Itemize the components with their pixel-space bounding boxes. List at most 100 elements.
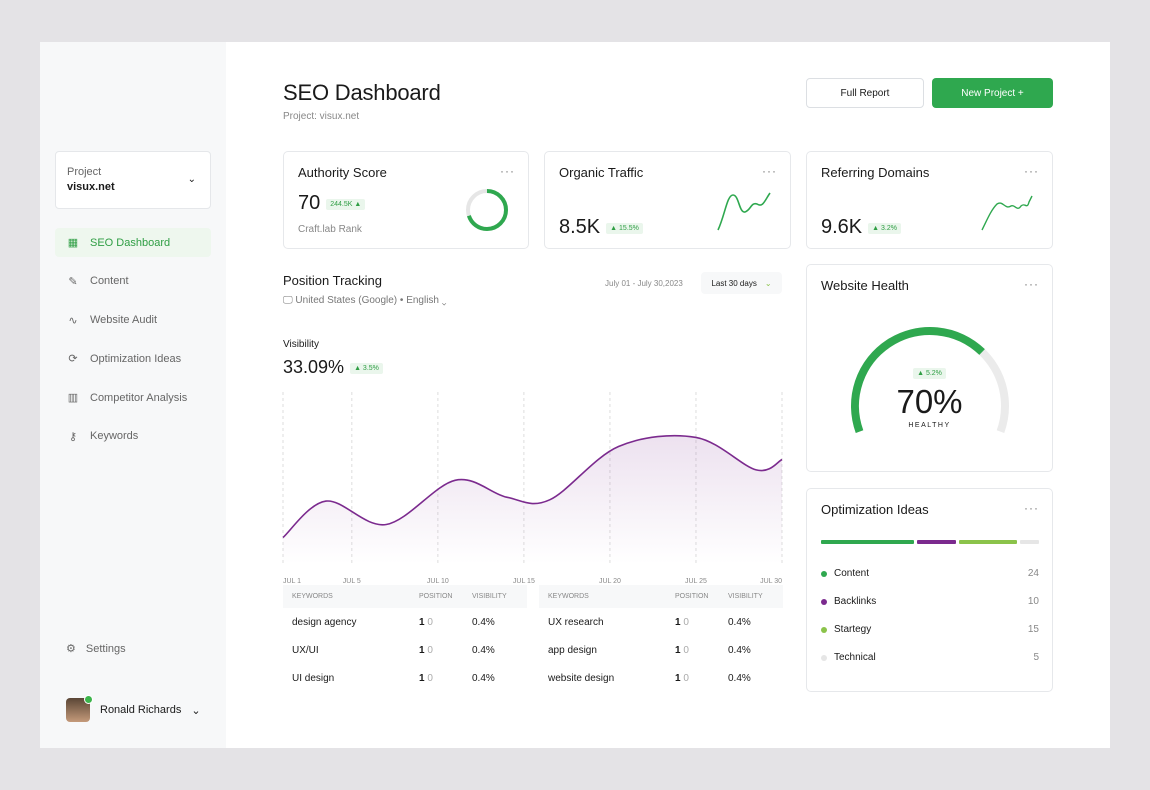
chevron-down-icon: ⌄ bbox=[187, 174, 196, 185]
sidebar-item-settings[interactable]: ⚙ Settings bbox=[66, 642, 126, 656]
legend-dot bbox=[821, 598, 827, 605]
card-title: Authority Score bbox=[298, 165, 387, 180]
x-tick-label: JUL 1 bbox=[283, 578, 301, 585]
column-header: VISIBILITY bbox=[472, 593, 507, 600]
chevron-down-icon: ⌄ bbox=[439, 295, 447, 306]
position-change: 0 bbox=[427, 672, 433, 684]
more-icon[interactable]: ··· bbox=[1024, 501, 1039, 515]
more-icon[interactable]: ··· bbox=[500, 164, 515, 178]
authority-value: 70 bbox=[298, 192, 321, 214]
idea-item[interactable]: Startegy 15 bbox=[821, 624, 1039, 635]
more-icon[interactable]: ··· bbox=[762, 164, 777, 178]
keywords-table-right: KEYWORDS POSITION VISIBILITY UX research 1 0… bbox=[539, 585, 783, 692]
user-menu[interactable]: Ronald Richards ⌄ bbox=[66, 695, 201, 722]
referring-domains-card: Referring Domains ··· 9.6K ▲ 3.2% bbox=[806, 151, 1053, 249]
card-title: Referring Domains bbox=[821, 165, 930, 180]
new-project-button[interactable]: New Project + bbox=[932, 78, 1053, 108]
x-tick-label: JUL 10 bbox=[427, 578, 449, 585]
period-label: Last 30 days bbox=[711, 278, 757, 288]
position-value: 1 bbox=[419, 616, 425, 628]
pencil-icon: ✎ bbox=[68, 275, 78, 288]
app-frame: Project visux.net ⌄ ▦ SEO Dashboard ✎ Conte… bbox=[40, 42, 1110, 748]
visibility-chart: JUL 1 JUL 5 JUL 10 JUL 15 JUL 20 JUL 25 JUL 30 bbox=[282, 392, 783, 585]
bar-chart-icon: ▥ bbox=[67, 392, 79, 405]
more-icon[interactable]: ··· bbox=[1024, 277, 1039, 291]
date-range: July 01 - July 30,2023 bbox=[605, 279, 683, 288]
position-cell: 1 0 bbox=[419, 645, 472, 656]
position-cell: 1 0 bbox=[675, 673, 728, 684]
position-tracking-title: Position Tracking bbox=[283, 273, 382, 288]
idea-item[interactable]: Content 24 bbox=[821, 568, 1039, 579]
project-selector[interactable]: Project visux.net ⌄ bbox=[55, 151, 211, 209]
table-header: KEYWORDS POSITION VISIBILITY bbox=[539, 585, 783, 608]
keyword-cell: UX research bbox=[548, 616, 604, 628]
period-dropdown[interactable]: Last 30 days ⌄ bbox=[701, 272, 782, 294]
sidebar-item-content[interactable]: ✎ Content bbox=[55, 267, 211, 296]
keywords-table-left: KEYWORDS POSITION VISIBILITY design agency 1… bbox=[283, 585, 527, 692]
position-change: 0 bbox=[683, 672, 689, 684]
ideas-bar-segment bbox=[958, 540, 1017, 544]
position-cell: 1 0 bbox=[675, 617, 728, 628]
sidebar-item-website-audit[interactable]: ∿ Website Audit bbox=[55, 306, 211, 335]
referring-badge: ▲ 3.2% bbox=[868, 223, 901, 235]
referring-value: 9.6K bbox=[821, 216, 863, 238]
sidebar: Project visux.net ⌄ ▦ SEO Dashboard ✎ Conte… bbox=[40, 42, 226, 748]
idea-item[interactable]: Technical 5 bbox=[821, 652, 1039, 663]
idea-label: Content bbox=[834, 568, 870, 579]
gear-icon: ⚙ bbox=[66, 643, 76, 655]
table-row[interactable]: design agency 1 0 0.4% bbox=[283, 608, 527, 636]
table-row[interactable]: app design 1 0 0.4% bbox=[539, 636, 783, 664]
keyword-cell: UI design bbox=[292, 672, 335, 684]
visibility-line bbox=[282, 434, 783, 539]
position-cell: 1 0 bbox=[419, 617, 472, 628]
organic-sparkline bbox=[717, 192, 771, 231]
visibility-cell: 0.4% bbox=[728, 644, 751, 656]
authority-caption: Craft.lab Rank bbox=[298, 224, 362, 235]
organic-badge: ▲ 15.5% bbox=[606, 223, 643, 235]
avatar bbox=[66, 695, 93, 722]
authority-ring bbox=[466, 189, 508, 231]
table-row[interactable]: UX research 1 0 0.4% bbox=[539, 608, 783, 636]
key-icon: ⚷ bbox=[68, 430, 78, 443]
visibility-badge: ▲ 3.5% bbox=[350, 362, 383, 374]
location-selector[interactable]: 🖵 United States (Google) • English ⌄ bbox=[283, 295, 447, 306]
sidebar-item-seo-dashboard[interactable]: ▦ SEO Dashboard bbox=[55, 228, 211, 257]
location-label: United States (Google) • English bbox=[295, 295, 439, 306]
table-row[interactable]: website design 1 0 0.4% bbox=[539, 664, 783, 692]
chevron-down-icon: ⌄ bbox=[191, 704, 201, 717]
column-header: KEYWORDS bbox=[292, 593, 333, 600]
health-label: HEALTHY bbox=[908, 422, 951, 429]
settings-label: Settings bbox=[85, 642, 126, 655]
x-tick-label: JUL 20 bbox=[599, 578, 621, 585]
position-change: 0 bbox=[683, 616, 689, 628]
keyword-cell: UX/UI bbox=[292, 644, 319, 656]
sidebar-item-competitor-analysis[interactable]: ▥ Competitor Analysis bbox=[55, 383, 211, 412]
position-change: 0 bbox=[427, 644, 433, 656]
pulse-icon: ∿ bbox=[68, 314, 78, 327]
organic-traffic-card: Organic Traffic ··· 8.5K ▲ 15.5% bbox=[544, 151, 791, 249]
sidebar-item-optimization-ideas[interactable]: ⟳ Optimization Ideas bbox=[55, 344, 211, 373]
health-gauge bbox=[851, 327, 1009, 433]
more-icon[interactable]: ··· bbox=[1024, 164, 1039, 178]
table-row[interactable]: UX/UI 1 0 0.4% bbox=[283, 636, 527, 664]
visibility-area bbox=[283, 435, 782, 564]
monitor-icon: 🖵 bbox=[283, 295, 296, 306]
full-report-button[interactable]: Full Report bbox=[806, 78, 924, 108]
legend-dot bbox=[821, 654, 827, 661]
idea-label: Technical bbox=[834, 652, 876, 663]
column-header: KEYWORDS bbox=[548, 593, 589, 600]
legend-dot bbox=[821, 570, 827, 577]
ideas-progress-bar bbox=[821, 540, 1040, 544]
idea-item[interactable]: Backlinks 10 bbox=[821, 596, 1039, 607]
keyword-cell: app design bbox=[548, 644, 597, 656]
sidebar-item-keywords[interactable]: ⚷ Keywords bbox=[55, 422, 211, 451]
card-title: Website Health bbox=[821, 278, 909, 293]
idea-label: Backlinks bbox=[834, 596, 877, 607]
table-row[interactable]: UI design 1 0 0.4% bbox=[283, 664, 527, 692]
x-tick-label: JUL 25 bbox=[685, 578, 707, 585]
website-health-card: Website Health ··· ▲ 5.2% 70% HEALTHY bbox=[806, 264, 1053, 472]
column-header: VISIBILITY bbox=[728, 593, 763, 600]
position-cell: 1 0 bbox=[419, 673, 472, 684]
visibility-cell: 0.4% bbox=[728, 616, 751, 628]
idea-count: 24 bbox=[1027, 568, 1039, 579]
